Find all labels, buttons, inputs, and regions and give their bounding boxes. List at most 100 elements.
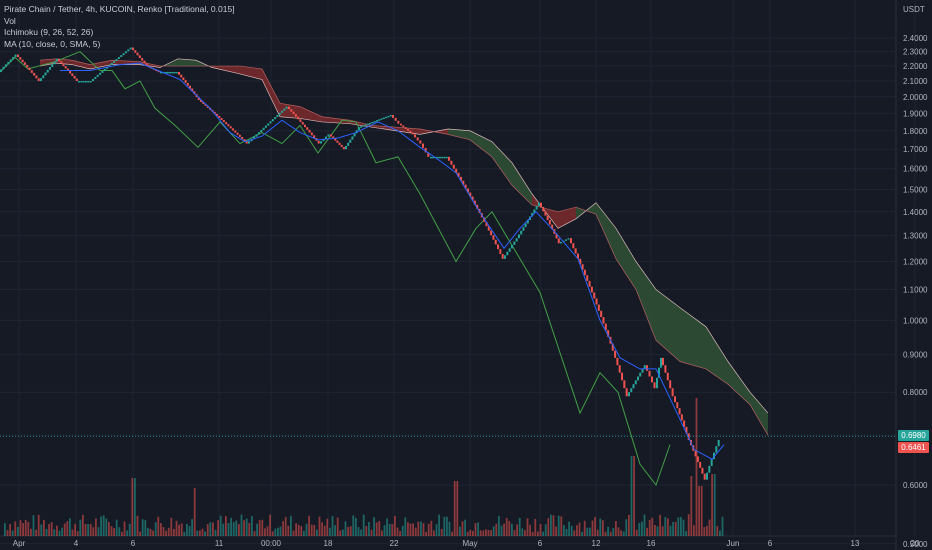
renko-brick [533,209,536,213]
volume-bar [490,530,492,536]
renko-brick [127,49,130,52]
symbol-title: Pirate Chain / Tether, 4h, KUCOIN, Renko… [4,4,235,14]
volume-bar [76,531,79,536]
renko-brick [611,343,614,351]
volume-bar [435,524,438,536]
ichimoku-cloud [39,58,769,436]
volume-bar [609,531,612,536]
renko-brick [134,50,137,53]
renko-brick [579,258,582,265]
volume-bar [721,516,724,536]
renko-brick [290,109,293,112]
renko-brick [258,132,260,135]
volume-bar [157,516,160,536]
renko-brick [349,139,352,143]
price-tick-label: 1.1000 [903,286,928,295]
volume-bar [518,517,521,536]
volume-bar [206,524,209,536]
volume-bar [35,529,37,536]
renko-brick [441,156,444,159]
price-tick-label: 2.4000 [903,34,928,43]
lagging-span-line [0,51,671,487]
renko-brick [455,168,458,173]
price-axis: 2.4000 2.3000 2.2000 2.1000 2.0000 1.9000 1.80… [903,34,928,549]
time-axis: Apr 4 6 11 00:00 18 22 May 6 12 16 Jun 6 13 20 [13,539,920,548]
renko-brick [301,121,304,125]
renko-brick [169,71,171,74]
renko-brick [419,140,422,144]
renko-brick [513,241,516,245]
volume-bar [214,529,217,536]
renko-brick [402,125,405,128]
grid [0,0,916,545]
renko-brick [382,117,385,119]
time-tick-label: 00:00 [261,539,282,548]
volume-bar [339,530,342,536]
renko-brick [85,81,87,83]
price-tick-label: 2.0000 [903,93,928,102]
renko-brick [643,365,646,369]
renko-brick [46,69,49,73]
renko-brick [227,124,230,127]
volume-bar [253,531,256,536]
renko-brick [306,127,309,130]
renko-brick [182,77,185,81]
volume-bar [394,516,396,536]
volume-bar [555,526,557,536]
renko-brick [674,396,676,403]
renko-brick [248,141,250,144]
renko-brick [245,141,248,144]
volume-bar [45,528,48,536]
renko-brick [12,56,15,60]
renko-brick [292,111,295,115]
volume-bar [495,523,498,536]
volume-bar [141,519,144,536]
volume-bar [357,527,360,536]
renko-brick [360,126,362,128]
renko-brick [281,110,284,113]
renko-brick [299,119,302,122]
volume-bar [677,517,680,536]
renko-brick [404,127,407,129]
renko-brick [320,141,322,144]
volume-bar [656,526,659,536]
volume-bar [318,516,321,536]
renko-brick [637,376,639,381]
volume-bar [492,526,495,536]
renko-brick [28,67,31,71]
kumo-segment [72,60,90,70]
price-tick-label: 1.8000 [903,127,928,136]
renko-brick [53,61,56,65]
volume-bar [17,526,19,536]
renko-brick [269,121,272,124]
renko-brick [332,136,335,139]
renko-brick [497,244,500,250]
volume-bar [22,523,24,536]
volume-bar [521,528,524,536]
volume-bar [199,530,201,536]
renko-brick [138,55,141,58]
renko-brick [506,251,509,256]
chart-legend: Pirate Chain / Tether, 4h, KUCOIN, Renko… [4,4,235,50]
volume-bar [622,531,625,536]
price-tick-label: 1.7000 [903,145,928,154]
renko-brick [136,52,139,56]
renko-brick [278,112,281,115]
price-tick-label: 2.1000 [903,77,928,86]
volume-bar [19,520,22,536]
volume-bar [271,531,274,536]
renko-brick [310,132,313,136]
renko-brick [639,372,642,377]
volume-bar [570,525,573,536]
volume-bar [290,515,292,536]
renko-brick [351,136,354,140]
renko-brick [327,134,330,137]
renko-brick [646,365,648,371]
renko-brick [664,365,667,373]
renko-brick [560,241,562,244]
volume-bar [58,530,61,536]
volume-bar [97,527,100,536]
renko-brick [436,156,439,159]
volume-bars [4,398,724,536]
